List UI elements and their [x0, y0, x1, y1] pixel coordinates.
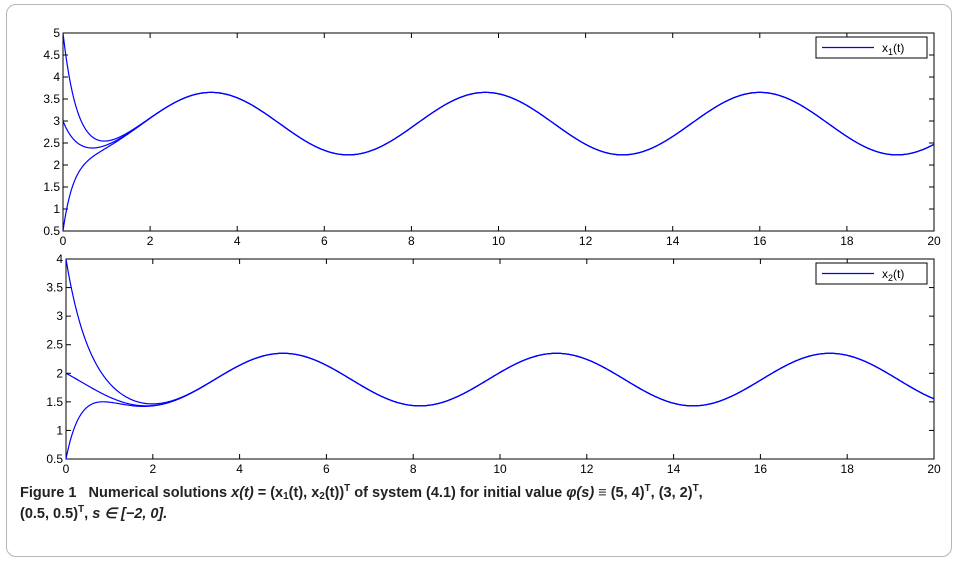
x-tick-label: 10	[492, 234, 506, 248]
x-tick-label: 8	[408, 234, 415, 248]
x-tick-label: 6	[321, 234, 328, 248]
y-tick-label: 1	[53, 202, 60, 216]
plot-1: 0 2 4 6 8 10 12 14 16 18 20 0.5 1 1.5 2 2.5 3 3.5 4 4.5 5 x1(…	[43, 26, 941, 248]
x-tick-label: 2	[149, 462, 156, 476]
caption-sub-2: 2	[319, 491, 325, 502]
caption-sup-t-4: T	[78, 504, 85, 515]
series-line-3	[62, 91, 935, 232]
x-tick-label: 20	[927, 234, 941, 248]
x-tick-label: 18	[840, 234, 854, 248]
caption-text-2: of system (4.1) for initial value	[350, 485, 567, 501]
x-tick-label: 20	[927, 462, 941, 476]
x-tick-label: 8	[410, 462, 417, 476]
caption-x-def: x(t)	[231, 485, 254, 501]
y-tick-label: 1	[56, 423, 63, 437]
y-tick-label: 5	[53, 26, 60, 40]
y-tick-label: 0.5	[46, 452, 63, 466]
plot-2: 0 2 4 6 8 10 12 14 16 18 20 0.5 1 1.5 2 2.5 3 3.5 4 x2(t)	[46, 252, 941, 476]
x-tick-label: 4	[236, 462, 243, 476]
legend-label: x2(t)	[882, 267, 904, 283]
x-tick-label: 0	[63, 462, 70, 476]
x-tick-label: 0	[60, 234, 67, 248]
figure-label: Figure 1	[20, 485, 77, 501]
y-tick-label: 1.5	[46, 395, 63, 409]
x-tick-label: 14	[666, 234, 680, 248]
x-tick-label: 4	[234, 234, 241, 248]
x-tick-label: 12	[579, 234, 593, 248]
axes-box	[62, 32, 935, 232]
caption-text-7: ,	[84, 506, 93, 522]
caption-x-def-c: (t), x	[288, 485, 320, 501]
y-tick-label: 4	[53, 70, 60, 84]
caption-sup-t: T	[344, 483, 351, 494]
y-tick-label: 2	[56, 366, 63, 380]
caption-phi: φ(s)	[566, 485, 595, 501]
axes-box	[65, 258, 935, 460]
caption-text-3: ≡ (5, 4)	[594, 485, 645, 501]
x-tick-label: 12	[580, 462, 594, 476]
y-tick-label: 4.5	[43, 48, 60, 62]
x-tick-label: 18	[841, 462, 855, 476]
x-tick-label: 10	[493, 462, 507, 476]
y-tick-label: 4	[56, 252, 63, 266]
x-tick-label: 6	[323, 462, 330, 476]
y-tick-label: 3.5	[46, 281, 63, 295]
y-tick-label: 3	[53, 114, 60, 128]
y-tick-label: 2.5	[43, 136, 60, 150]
caption-sup-t-2: T	[644, 483, 651, 494]
y-tick-label: 2.5	[46, 338, 63, 352]
x-tick-label: 16	[753, 234, 767, 248]
y-tick-label: 3	[56, 309, 63, 323]
caption-text-5: ,	[698, 485, 703, 501]
y-tick-label: 1.5	[43, 180, 60, 194]
figure-caption: Figure 1 Numerical solutions x(t) = (x1(…	[20, 483, 945, 525]
y-tick-label: 2	[53, 158, 60, 172]
figure-frame	[6, 4, 952, 557]
series-line-3	[65, 352, 935, 460]
caption-text-6: (0.5, 0.5)	[20, 506, 79, 522]
caption-sup-t-3: T	[692, 483, 699, 494]
caption-text-1: Numerical solutions	[88, 485, 232, 501]
caption-s-range: s ∈ [−2, 0].	[92, 506, 168, 522]
caption-text-4: , (3, 2)	[650, 485, 693, 501]
x-tick-label: 16	[754, 462, 768, 476]
x-tick-label: 14	[667, 462, 681, 476]
y-tick-label: 0.5	[43, 224, 60, 238]
x-tick-label: 2	[147, 234, 154, 248]
caption-x-def-d: (t))	[324, 485, 345, 501]
legend-label: x1(t)	[882, 41, 904, 57]
caption-sub-1: 1	[283, 491, 289, 502]
y-tick-label: 3.5	[43, 92, 60, 106]
caption-x-def-b: = (x	[253, 485, 284, 501]
